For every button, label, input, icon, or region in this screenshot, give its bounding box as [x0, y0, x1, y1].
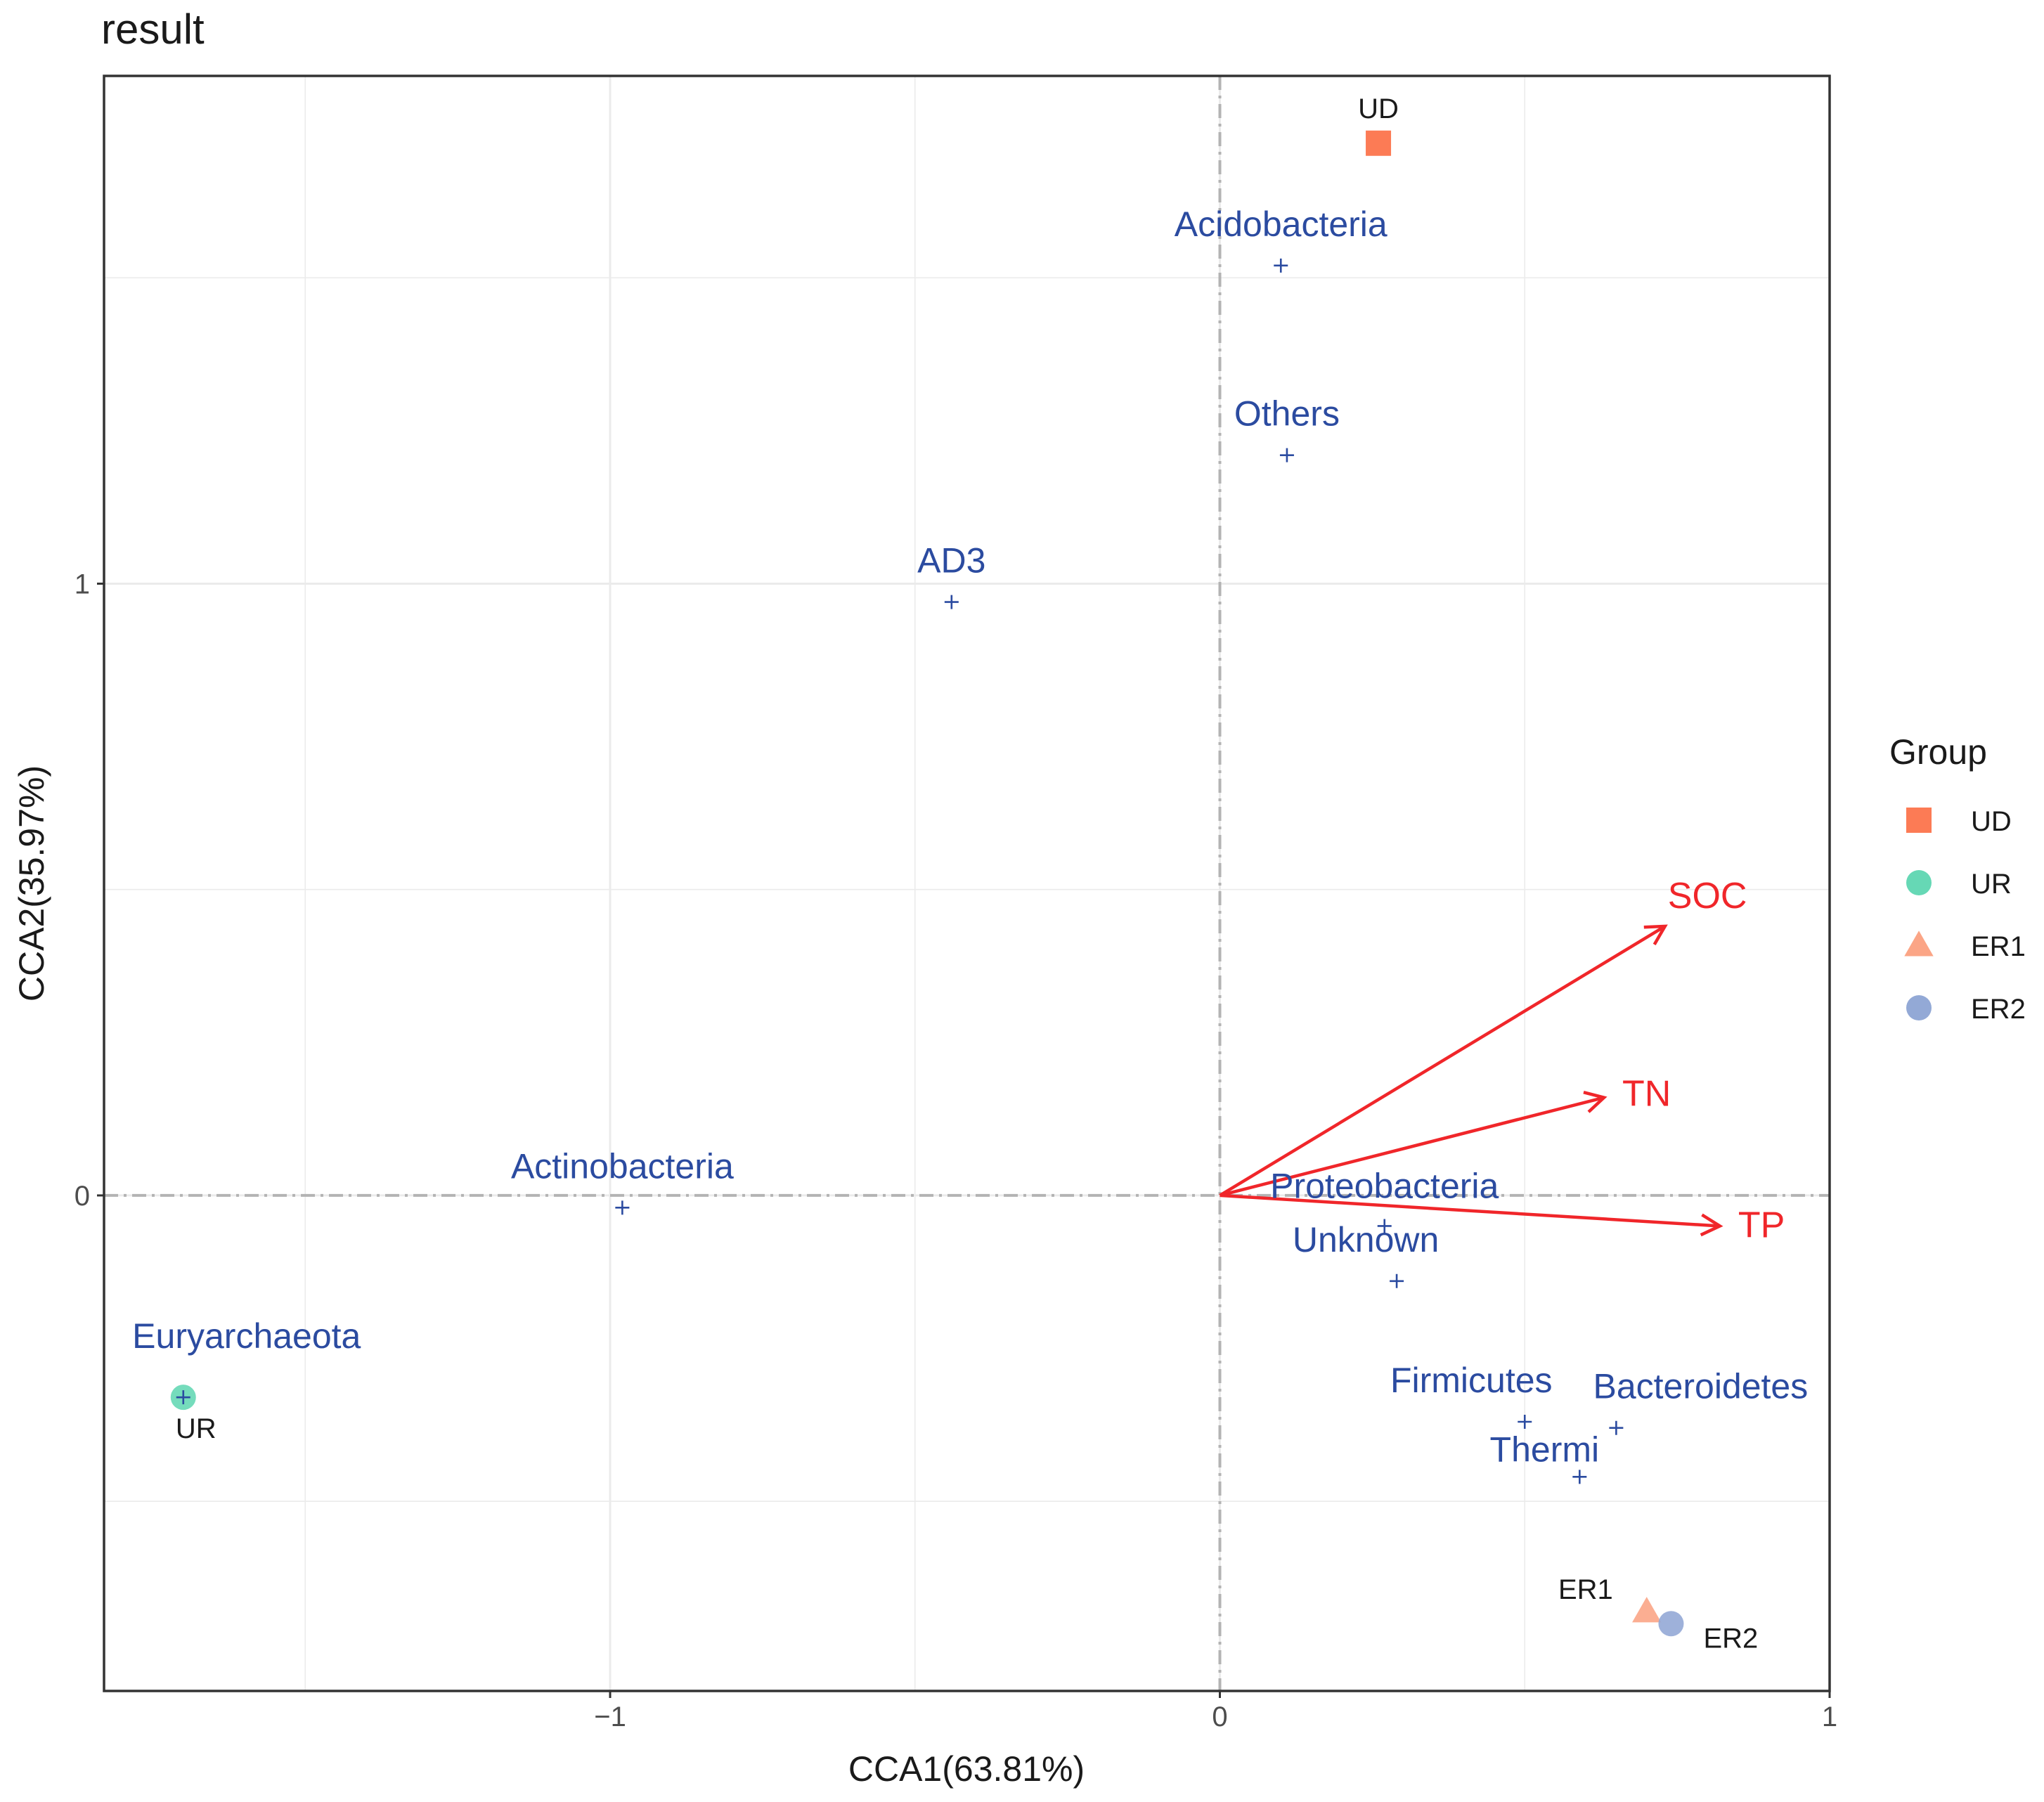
x-tick-label: 1 — [1822, 1701, 1837, 1732]
species-label-proteobacteria: Proteobacteria — [1270, 1166, 1499, 1205]
env-label-tn: TN — [1622, 1074, 1671, 1115]
x-axis-title: CCA1(63.81%) — [848, 1749, 1085, 1789]
site-label-ud: UD — [1358, 93, 1399, 124]
y-axis-title: CCA2(35.97%) — [12, 765, 51, 1002]
species-label-others: Others — [1234, 394, 1340, 434]
reference-lines — [104, 76, 1830, 1691]
species-label-bacteroidetes: Bacteroidetes — [1593, 1367, 1809, 1406]
site-label-er1: ER1 — [1558, 1574, 1613, 1605]
legend-key-er2 — [1906, 995, 1932, 1020]
species-point-euryarchaeota — [176, 1390, 190, 1405]
env-arrowhead-soc — [1643, 924, 1668, 945]
legend-label-ud: UD — [1971, 806, 2012, 837]
species-label-ad3: AD3 — [917, 541, 985, 581]
panel-background — [104, 76, 1830, 1691]
plot-panel-border — [103, 74, 1831, 1692]
legend-label-er1: ER1 — [1971, 931, 2026, 962]
site-point-ud — [1366, 130, 1392, 156]
species-point-bacteroidetes — [1609, 1420, 1624, 1435]
legend-label-ur: UR — [1971, 869, 2012, 900]
site-label-er2: ER2 — [1703, 1623, 1758, 1654]
legend-key-er1 — [1904, 931, 1934, 957]
y-tick-label: 0 — [75, 1181, 90, 1212]
env-vector-soc — [1219, 925, 1666, 1197]
species-point-thermi — [1572, 1470, 1587, 1484]
env-label-tp: TP — [1738, 1205, 1785, 1245]
env-label-soc: SOC — [1668, 876, 1747, 916]
legend-key-ur — [1906, 870, 1932, 895]
species-label-euryarchaeota: Euryarchaeota — [132, 1316, 361, 1356]
species-point-acidobacteria — [1274, 258, 1288, 273]
legend: Group UD UR ER1 ER2 — [1889, 732, 2026, 1025]
x-tick-label: −1 — [594, 1701, 626, 1732]
env-vector-tp — [1220, 1193, 1720, 1228]
species-point-unknown — [1390, 1273, 1404, 1288]
y-tick-label: 1 — [75, 569, 90, 599]
species-label-acidobacteria: Acidobacteria — [1175, 205, 1388, 244]
legend-key-ud — [1906, 808, 1932, 833]
site-point-er2 — [1658, 1611, 1684, 1637]
grid — [104, 76, 1830, 1691]
chart-title: result — [101, 6, 205, 53]
species-label-actinobacteria: Actinobacteria — [511, 1146, 734, 1186]
species-label-thermi: Thermi — [1490, 1430, 1600, 1469]
env-arrowhead-tp — [1700, 1213, 1723, 1237]
species-label-unknown: Unknown — [1293, 1220, 1439, 1259]
legend-title: Group — [1889, 732, 1987, 772]
env-vector-tn — [1219, 1096, 1605, 1198]
site-label-ur: UR — [176, 1413, 216, 1444]
env-vectors: SOC TN TP — [1219, 876, 1785, 1245]
species-points: Acidobacteria Others AD3 Actinobacteria Eury… — [132, 205, 1808, 1484]
legend-label-er2: ER2 — [1971, 994, 2026, 1025]
species-point-others — [1279, 448, 1294, 462]
axes: −1 0 1 0 1 — [75, 569, 1837, 1732]
species-label-firmicutes: Firmicutes — [1390, 1361, 1553, 1400]
env-arrowhead-tn — [1583, 1091, 1608, 1113]
site-points: UD UR ER1 ER2 — [170, 93, 1758, 1654]
species-point-actinobacteria — [615, 1200, 630, 1215]
species-point-proteobacteria — [1377, 1219, 1392, 1233]
site-point-er1 — [1632, 1597, 1662, 1623]
species-point-ad3 — [944, 595, 959, 609]
species-point-firmicutes — [1518, 1415, 1532, 1429]
x-tick-label: 0 — [1212, 1701, 1227, 1732]
